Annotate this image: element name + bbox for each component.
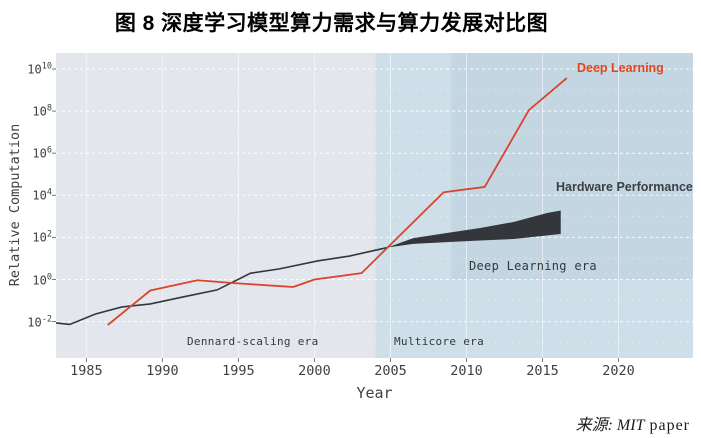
deep-learning-series-label: Deep Learning (577, 61, 664, 75)
hardware-performance-band (387, 210, 561, 248)
x-tick-label: 2000 (298, 363, 331, 379)
deep-learning-era-region (451, 53, 693, 280)
y-tick-label: 104 (32, 187, 52, 203)
x-axis-label: Year (356, 384, 393, 402)
x-tick-label: 2010 (450, 363, 483, 379)
dennard-era-label: Dennard-scaling era (187, 335, 319, 348)
y-tick-label: 102 (32, 229, 52, 245)
x-tick-label: 2015 (526, 363, 559, 379)
source-note: 来源: MIT paper (576, 411, 690, 435)
y-tick-label: 1010 (27, 61, 52, 77)
era-region-dennard (56, 53, 376, 358)
x-tick-label: 1985 (70, 363, 103, 379)
chart-title: 图 8 深度学习模型算力需求与算力发展对比图 (114, 12, 549, 35)
x-tick-label: 1990 (146, 363, 179, 379)
y-axis-label: Relative Computation (7, 123, 23, 287)
y-tick-label: 10-2 (27, 314, 52, 330)
hardware-performance-series-label: Hardware Performance (556, 180, 693, 194)
source-suffix: paper (644, 417, 690, 434)
y-tick-label: 100 (32, 272, 52, 287)
x-tick-label: 2020 (602, 363, 635, 379)
multicore-era-label: Multicore era (394, 335, 484, 348)
hardware-performance-line (55, 246, 388, 326)
x-tick-label: 2005 (374, 363, 407, 379)
deep-learning-era-label: Deep Learning era (469, 259, 597, 273)
y-tick-label: 108 (32, 103, 52, 119)
y-tick-label: 106 (32, 145, 52, 161)
source-prefix: 来源: MIT (575, 417, 645, 434)
x-tick-label: 1995 (222, 363, 255, 379)
deep-learning-line (107, 77, 568, 326)
